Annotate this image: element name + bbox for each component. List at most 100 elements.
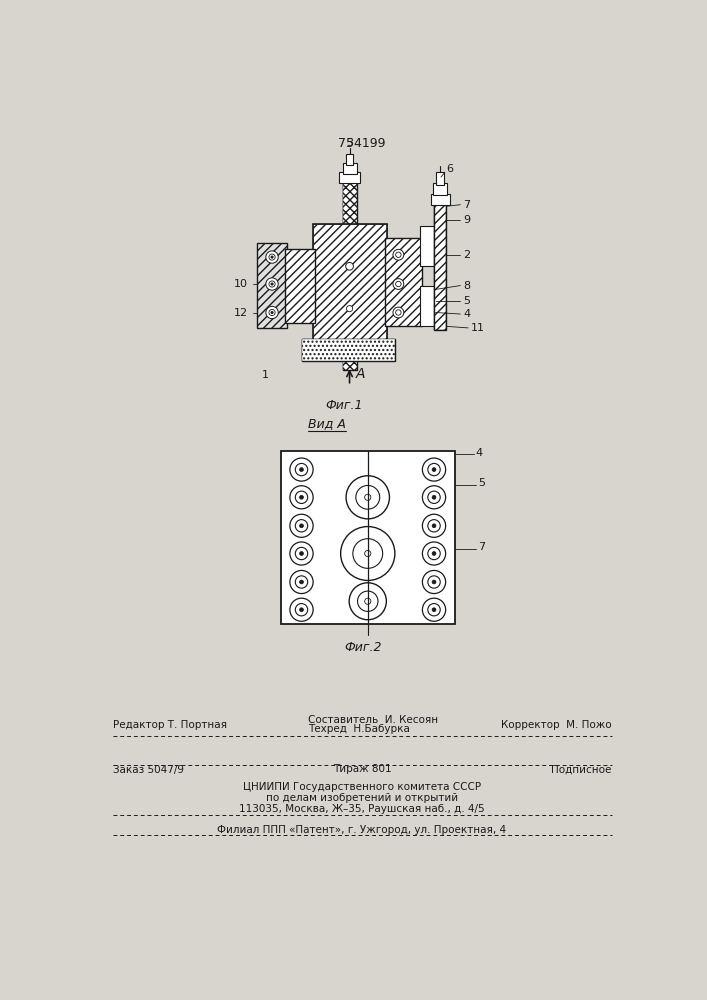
Circle shape (290, 486, 313, 509)
Circle shape (422, 486, 445, 509)
Circle shape (432, 608, 436, 612)
Text: 10: 10 (234, 279, 248, 289)
Text: 9: 9 (464, 215, 471, 225)
Circle shape (346, 262, 354, 270)
Circle shape (393, 307, 404, 318)
Bar (436, 172, 444, 185)
Bar (433, 183, 448, 195)
Circle shape (365, 494, 371, 500)
Circle shape (296, 576, 308, 588)
Circle shape (428, 520, 440, 532)
Circle shape (346, 306, 353, 312)
Circle shape (432, 468, 436, 472)
Circle shape (300, 468, 303, 472)
Circle shape (290, 458, 313, 481)
Circle shape (365, 598, 371, 604)
Circle shape (269, 309, 275, 316)
Circle shape (422, 542, 445, 565)
Text: Подписное: Подписное (551, 764, 612, 774)
Text: Фиг.2: Фиг.2 (344, 641, 382, 654)
Circle shape (396, 252, 401, 257)
Circle shape (432, 552, 436, 555)
Text: 8: 8 (464, 281, 471, 291)
Circle shape (271, 256, 273, 258)
Bar (313, 224, 387, 351)
Text: 11: 11 (472, 323, 485, 333)
Bar (257, 243, 287, 328)
Text: 4: 4 (476, 448, 483, 458)
Text: 7: 7 (464, 200, 471, 210)
Circle shape (356, 485, 380, 509)
Text: Заказ 5047/9: Заказ 5047/9 (113, 764, 185, 774)
Bar (385, 238, 422, 326)
Circle shape (300, 608, 303, 612)
Circle shape (432, 495, 436, 499)
Circle shape (296, 491, 308, 503)
Bar (343, 163, 356, 174)
Circle shape (428, 576, 440, 588)
Circle shape (266, 306, 279, 319)
Text: 113035, Москва, Ж–35, Раушская наб., д. 4/5: 113035, Москва, Ж–35, Раушская наб., д. … (239, 804, 485, 814)
Text: Составитель  И. Кесоян: Составитель И. Кесоян (308, 715, 438, 725)
Circle shape (422, 458, 445, 481)
Bar (339, 172, 360, 183)
Text: 6: 6 (446, 164, 453, 174)
Text: 5: 5 (478, 478, 485, 488)
Bar (301, 339, 395, 361)
Circle shape (422, 570, 445, 594)
Text: Вид A: Вид A (308, 417, 346, 430)
Circle shape (358, 591, 378, 611)
Text: 4: 4 (464, 309, 471, 319)
Circle shape (353, 539, 382, 568)
Circle shape (422, 598, 445, 621)
Circle shape (432, 524, 436, 528)
Text: 2: 2 (464, 250, 471, 260)
Circle shape (422, 514, 445, 537)
Circle shape (396, 310, 401, 315)
Text: Тираж 801: Тираж 801 (332, 764, 391, 774)
Circle shape (341, 527, 395, 580)
Circle shape (300, 552, 303, 555)
Circle shape (290, 598, 313, 621)
Circle shape (296, 463, 308, 476)
Bar (385, 238, 422, 326)
Circle shape (365, 550, 371, 557)
Text: 7: 7 (478, 542, 485, 552)
Circle shape (428, 604, 440, 616)
Bar (420, 226, 436, 266)
Circle shape (296, 520, 308, 532)
Circle shape (266, 251, 279, 263)
Circle shape (428, 463, 440, 476)
Bar (257, 243, 287, 328)
Bar (285, 249, 315, 323)
Circle shape (296, 604, 308, 616)
Text: ЦНИИПИ Государственного комитета СССР: ЦНИИПИ Государственного комитета СССР (243, 782, 481, 792)
Bar (431, 194, 450, 205)
Bar (343, 178, 356, 370)
Text: 754199: 754199 (338, 137, 386, 150)
Text: A: A (356, 367, 366, 381)
Circle shape (300, 524, 303, 528)
Circle shape (300, 580, 303, 584)
Bar (343, 178, 356, 370)
Circle shape (269, 281, 275, 287)
Circle shape (296, 547, 308, 560)
Text: Техред  Н.Бабурка: Техред Н.Бабурка (308, 724, 409, 734)
Text: 1: 1 (262, 370, 269, 380)
Text: 3: 3 (346, 138, 354, 148)
Circle shape (349, 583, 386, 620)
Circle shape (396, 281, 401, 287)
Text: 5: 5 (464, 296, 470, 306)
Text: Фиг.1: Фиг.1 (325, 399, 363, 412)
Circle shape (432, 580, 436, 584)
Circle shape (290, 542, 313, 565)
Bar (434, 203, 446, 330)
Bar (313, 224, 387, 351)
Circle shape (266, 278, 279, 290)
Circle shape (428, 547, 440, 560)
Bar (285, 249, 315, 323)
Text: Корректор  М. Пожо: Корректор М. Пожо (501, 720, 612, 730)
Circle shape (393, 279, 404, 289)
Bar (434, 203, 446, 330)
Circle shape (428, 491, 440, 503)
